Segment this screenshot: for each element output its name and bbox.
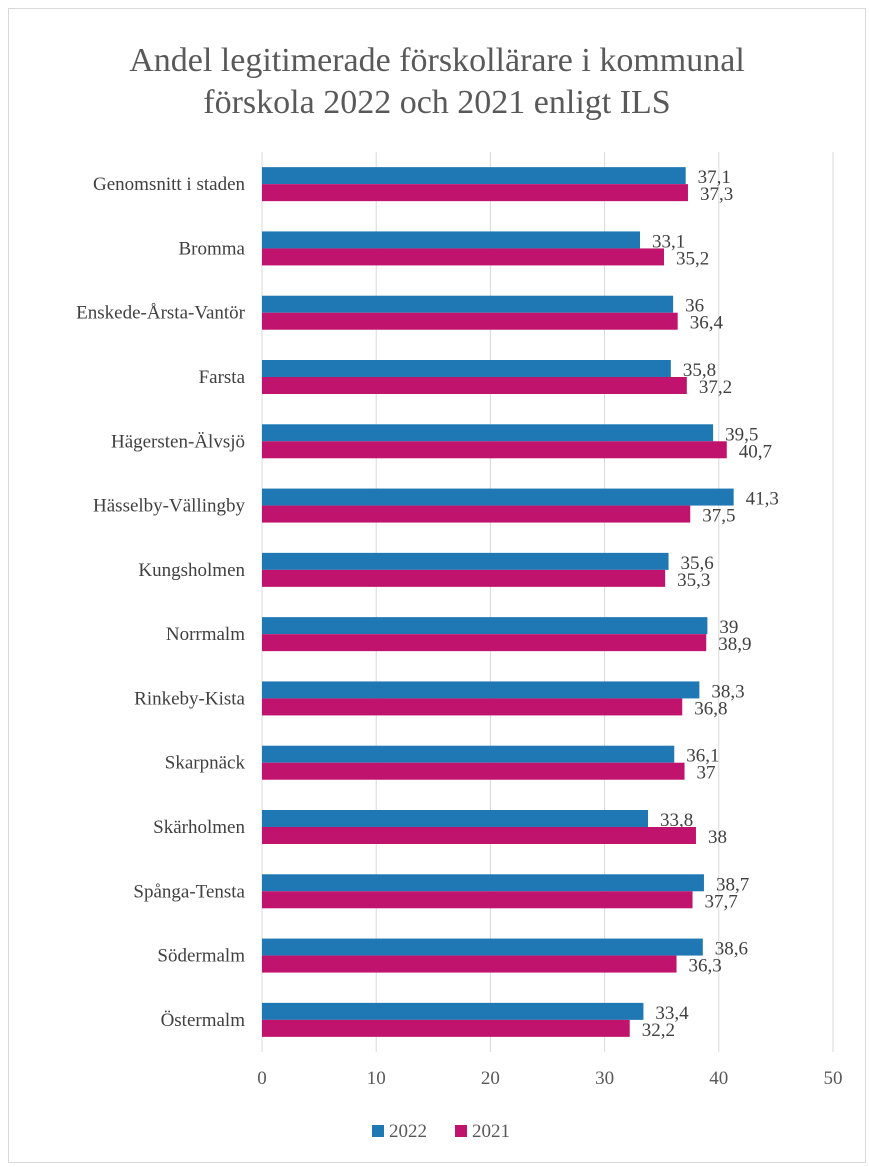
data-label-2021: 38 [708, 827, 727, 848]
data-label-2022: 35,8 [683, 360, 716, 381]
bar-2021 [262, 312, 678, 330]
bar-2021 [262, 698, 683, 716]
bar-2022 [262, 231, 641, 249]
chart-title: Andel legitimerade förskollärare i kommu… [8, 40, 866, 124]
category-label: Skarpnäck [165, 753, 246, 774]
data-label-2021: 37 [697, 763, 716, 784]
x-tick-label-30: 30 [595, 1068, 614, 1089]
category-label: Hässelby-Vällingby [93, 496, 245, 517]
x-tick-label-20: 20 [481, 1068, 500, 1089]
data-label-2022: 38,6 [715, 939, 748, 960]
data-label-2022: 33,8 [660, 810, 693, 831]
bar-2022 [262, 617, 708, 635]
bar-2022 [262, 681, 700, 699]
data-label-2022: 38,7 [716, 874, 749, 895]
data-label-2022: 36 [685, 296, 704, 317]
data-label-2022: 35,6 [681, 553, 714, 574]
chart-title-line-1: Andel legitimerade förskollärare i kommu… [129, 42, 745, 79]
category-label: Genomsnitt i staden [93, 174, 245, 195]
data-label-2021: 40,7 [739, 441, 772, 462]
legend-swatch-2021 [455, 1125, 467, 1137]
bar-2022 [262, 938, 703, 956]
bar-2022 [262, 552, 669, 570]
data-label-2022: 33,4 [655, 1003, 689, 1024]
bar-2022 [262, 295, 674, 313]
bar-2021 [262, 1019, 630, 1037]
data-label-2021: 36,8 [694, 698, 727, 719]
data-label-2021: 32,2 [642, 1020, 675, 1041]
data-label-2021: 37,3 [700, 184, 733, 205]
data-label-2021: 38,9 [718, 634, 751, 655]
category-label: Kungsholmen [138, 560, 245, 581]
chart-title-line-2: förskola 2022 och 2021 enligt ILS [203, 84, 671, 121]
category-label: Hägersten-Älvsjö [111, 431, 245, 452]
bar-2022 [262, 360, 671, 377]
data-label-2021: 36,4 [690, 313, 724, 334]
data-label-2022: 41,3 [746, 489, 779, 510]
bar-2022 [262, 167, 686, 185]
category-label: Farsta [199, 367, 246, 388]
category-label: Norrmalm [166, 624, 245, 645]
bar-2021 [262, 634, 707, 652]
x-tick-label-50: 50 [824, 1068, 843, 1089]
data-label-2022: 37,1 [698, 167, 731, 188]
category-label: Spånga-Tensta [133, 881, 245, 902]
bar-2021 [262, 248, 664, 266]
x-tick-label-10: 10 [367, 1068, 386, 1089]
category-label: Skärholmen [153, 817, 245, 838]
category-label: Bromma [179, 238, 246, 259]
bar-2022 [262, 874, 704, 892]
data-label-2021: 37,7 [705, 891, 738, 912]
legend-label-2021: 2021 [472, 1121, 510, 1142]
data-label-2021: 36,3 [689, 956, 722, 977]
bar-2022 [262, 810, 648, 827]
data-label-2022: 33,1 [652, 231, 685, 252]
data-label-2022: 39 [719, 617, 738, 638]
bar-2022 [262, 745, 675, 763]
x-tick-label-0: 0 [257, 1068, 267, 1089]
data-label-2022: 36,1 [686, 746, 719, 767]
bar-2021 [262, 441, 727, 459]
data-label-2022: 39,5 [725, 424, 758, 445]
bar-2022 [262, 1002, 644, 1020]
legend-swatch-2022 [372, 1125, 384, 1137]
bar-2021 [262, 184, 688, 202]
category-label: Södermalm [157, 946, 245, 967]
bar-2022 [262, 424, 714, 442]
category-label: Östermalm [161, 1010, 246, 1031]
bar-2021 [262, 505, 691, 523]
bar-2021 [262, 891, 693, 909]
data-label-2021: 35,2 [676, 248, 709, 269]
legend-label-2022: 2022 [389, 1121, 427, 1142]
data-label-2021: 35,3 [677, 570, 710, 591]
category-label: Enskede-Årsta-Vantör [76, 303, 246, 324]
data-label-2021: 37,2 [699, 377, 732, 398]
x-tick-label-40: 40 [709, 1068, 728, 1089]
bar-2021 [262, 827, 696, 844]
bar-2021 [262, 569, 666, 587]
data-label-2022: 38,3 [711, 681, 744, 702]
bar-2021 [262, 955, 677, 973]
data-label-2021: 37,5 [702, 506, 735, 527]
bar-2021 [262, 377, 687, 394]
bar-2021 [262, 762, 685, 780]
category-label: Rinkeby-Kista [134, 688, 245, 709]
bar-2022 [262, 488, 734, 506]
